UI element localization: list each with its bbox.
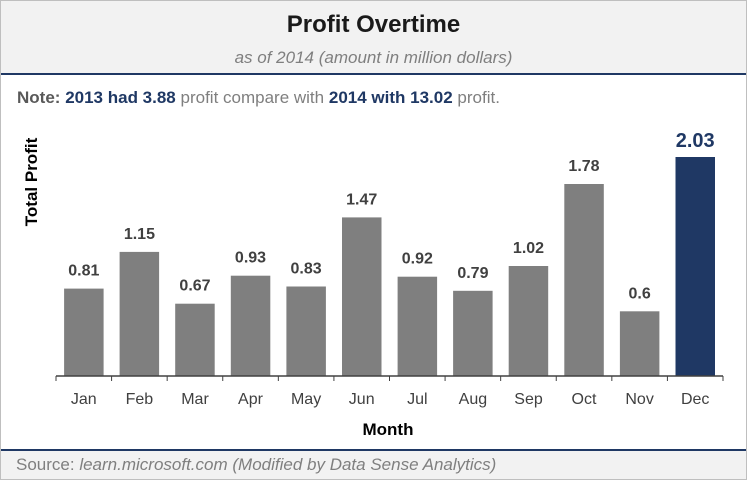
chart-footer (1, 451, 746, 478)
x-tick-label-jan: Jan (71, 391, 97, 408)
note-2014-value: 2014 with 13.02 (328, 88, 453, 107)
data-label-mar: 0.67 (179, 278, 210, 295)
data-labels-group: 0.81 1.15 0.67 0.93 0.83 1.47 0.92 0.79 1.02 1.78… (68, 130, 714, 302)
data-label-jul: 0.92 (402, 251, 433, 268)
x-axis-tick-labels: Jan Feb Mar Apr May Jun Jul Aug Sep Oct Nov Dec (71, 391, 710, 408)
x-tick-label-may: May (291, 391, 321, 408)
note-text: Note: 2013 had 3.88 profit compare with … (17, 88, 500, 108)
note-end: profit. (457, 88, 500, 107)
source-label: Source: (16, 455, 75, 474)
bar-sep (508, 266, 549, 376)
source-text: Source: learn.microsoft.com (Modified by… (16, 455, 496, 475)
bar-oct (564, 184, 604, 376)
data-label-nov: 0.6 (628, 285, 650, 302)
data-label-dec: 2.03 (676, 130, 715, 152)
x-tick-label-dec: Dec (681, 391, 709, 408)
x-tick-label-nov: Nov (625, 391, 653, 408)
chart-subtitle: as of 2014 (amount in million dollars) (234, 48, 513, 67)
bars-group (64, 157, 715, 376)
bar-dec (675, 157, 715, 376)
x-tick-label-jun: Jun (349, 391, 375, 408)
header-divider (1, 73, 746, 75)
bar-aug (453, 290, 493, 376)
x-axis-title: Month (363, 420, 414, 439)
bar-mar (175, 303, 215, 376)
bar-apr (230, 275, 271, 376)
bar-may (286, 286, 326, 376)
x-tick-label-aug: Aug (459, 391, 487, 408)
data-label-jun: 1.47 (346, 191, 377, 208)
data-label-may: 0.83 (291, 261, 322, 278)
x-tick-label-oct: Oct (572, 391, 597, 408)
chart-header: Profit Overtime as of 2014 (amount in mi… (1, 1, 746, 73)
bar-nov (619, 311, 660, 376)
chart-title: Profit Overtime (286, 11, 461, 38)
data-label-oct: 1.78 (568, 158, 599, 175)
footer-divider (1, 449, 746, 451)
bar-jul (397, 276, 438, 376)
y-axis-title: Total Profit (22, 137, 41, 226)
x-tick-label-sep: Sep (514, 391, 543, 408)
bar-feb (119, 251, 160, 376)
data-label-apr: 0.93 (235, 250, 266, 267)
bar-jun (342, 217, 382, 376)
data-label-jan: 0.81 (68, 263, 99, 280)
data-label-aug: 0.79 (457, 265, 488, 282)
x-tick-label-mar: Mar (181, 391, 209, 408)
bar-jan (64, 288, 104, 376)
note-middle: profit compare with (180, 88, 325, 107)
note-label: Note: (17, 88, 61, 107)
x-axis-ticks (55, 376, 724, 381)
x-tick-label-jul: Jul (407, 391, 427, 408)
x-tick-label-apr: Apr (238, 391, 264, 408)
data-label-feb: 1.15 (124, 226, 155, 243)
data-label-sep: 1.02 (513, 240, 544, 257)
source-attribution: learn.microsoft.com (Modified by Data Se… (79, 455, 497, 474)
x-tick-label-feb: Feb (126, 391, 154, 408)
note-2013-value: 2013 had 3.88 (65, 88, 176, 107)
